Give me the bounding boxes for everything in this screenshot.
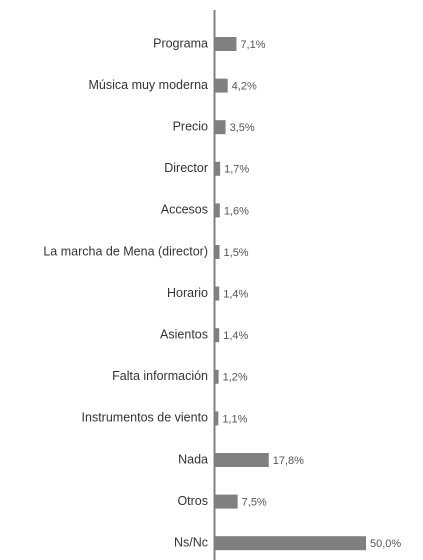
category-label: Instrumentos de viento [82, 411, 209, 425]
value-label: 1,2% [223, 372, 248, 384]
category-label: Programa [153, 36, 208, 50]
value-label: 17,8% [273, 455, 304, 467]
category-label: Otros [177, 494, 208, 508]
value-label: 4,2% [232, 81, 257, 93]
value-label: 7,1% [240, 39, 265, 51]
bar [215, 369, 219, 384]
value-label: 1,7% [224, 164, 249, 176]
bar [215, 286, 220, 301]
bar [215, 161, 221, 176]
bar [215, 494, 238, 509]
value-label: 1,5% [224, 247, 249, 259]
value-label: 3,5% [230, 122, 255, 134]
bar [215, 328, 220, 343]
category-label: La marcha de Mena (director) [43, 244, 208, 258]
value-label: 1,1% [222, 413, 247, 425]
category-label: Asientos [160, 327, 208, 341]
category-label: Horario [167, 286, 208, 300]
bar [215, 203, 220, 218]
bar [215, 78, 228, 93]
bar [215, 536, 366, 551]
value-label: 7,5% [242, 497, 267, 509]
category-label: Precio [173, 119, 208, 133]
bar [215, 453, 269, 467]
bar [215, 120, 226, 135]
bar [215, 411, 219, 426]
category-label: Director [164, 161, 208, 175]
category-label: Música muy moderna [89, 78, 209, 92]
value-label: 1,6% [224, 205, 249, 217]
bar [215, 245, 220, 259]
category-label: Ns/Nc [174, 535, 208, 549]
value-label: 1,4% [223, 330, 248, 342]
category-label: Accesos [161, 203, 208, 217]
bar [215, 37, 237, 51]
category-label: Nada [178, 452, 208, 466]
category-label: Falta información [112, 369, 208, 383]
value-label: 1,4% [223, 289, 248, 301]
value-label: 50,0% [370, 538, 401, 550]
